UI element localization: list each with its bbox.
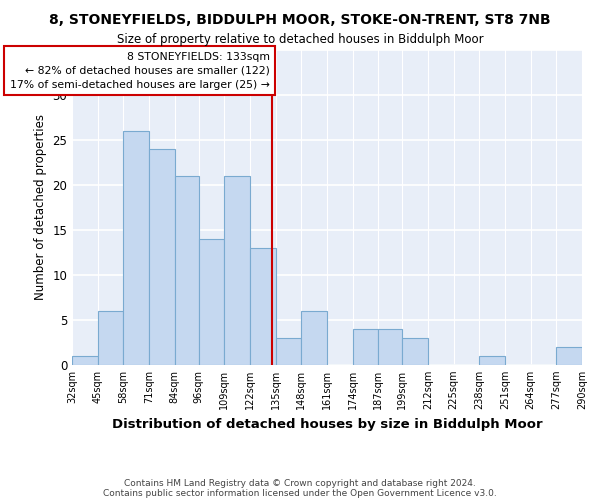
Y-axis label: Number of detached properties: Number of detached properties xyxy=(34,114,47,300)
Bar xyxy=(275,338,301,365)
Text: 8, STONEYFIELDS, BIDDULPH MOOR, STOKE-ON-TRENT, ST8 7NB: 8, STONEYFIELDS, BIDDULPH MOOR, STOKE-ON… xyxy=(49,12,551,26)
Bar xyxy=(402,338,428,365)
Bar xyxy=(98,311,124,365)
Text: Size of property relative to detached houses in Biddulph Moor: Size of property relative to detached ho… xyxy=(116,32,484,46)
Text: 8 STONEYFIELDS: 133sqm
← 82% of detached houses are smaller (122)
17% of semi-de: 8 STONEYFIELDS: 133sqm ← 82% of detached… xyxy=(10,52,269,90)
Text: Contains HM Land Registry data © Crown copyright and database right 2024.: Contains HM Land Registry data © Crown c… xyxy=(124,478,476,488)
Bar xyxy=(301,311,327,365)
Bar xyxy=(479,356,505,365)
X-axis label: Distribution of detached houses by size in Biddulph Moor: Distribution of detached houses by size … xyxy=(112,418,542,430)
Bar xyxy=(149,149,175,365)
Text: Contains public sector information licensed under the Open Government Licence v3: Contains public sector information licen… xyxy=(103,488,497,498)
Bar xyxy=(72,356,98,365)
Bar xyxy=(175,176,199,365)
Bar xyxy=(353,329,379,365)
Bar xyxy=(379,329,402,365)
Bar xyxy=(556,347,582,365)
Bar xyxy=(124,131,149,365)
Bar xyxy=(250,248,275,365)
Bar xyxy=(199,239,224,365)
Bar xyxy=(224,176,250,365)
